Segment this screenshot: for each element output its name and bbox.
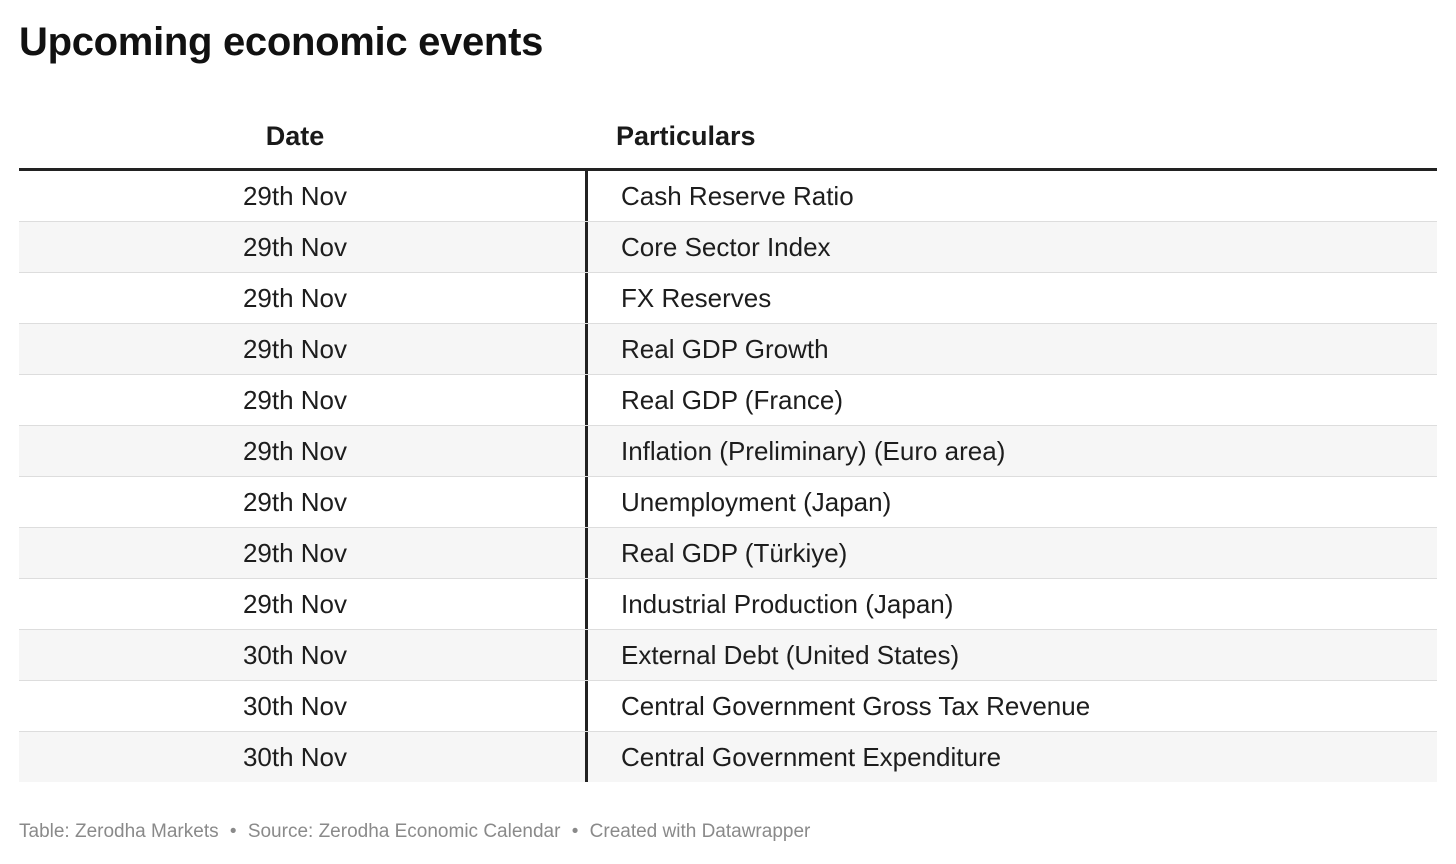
table-body: 29th Nov Cash Reserve Ratio 29th Nov Core S… <box>19 171 1437 782</box>
date-cell: 29th Nov <box>242 538 348 568</box>
table-row: 29th Nov Unemployment (Japan) <box>19 477 1437 528</box>
date-cell: 29th Nov <box>242 436 348 466</box>
footer-separator: • <box>229 821 237 842</box>
table-row: 30th Nov Central Government Expenditure <box>19 732 1437 782</box>
date-cell: 29th Nov <box>242 589 348 619</box>
particulars-cell: Central Government Gross Tax Revenue <box>585 681 1437 731</box>
table-row: 29th Nov Real GDP (Türkiye) <box>19 528 1437 579</box>
date-cell: 29th Nov <box>242 334 348 364</box>
table-row: 29th Nov Real GDP (France) <box>19 375 1437 426</box>
table-row: 29th Nov FX Reserves <box>19 273 1437 324</box>
particulars-cell: Central Government Expenditure <box>585 732 1437 782</box>
footer-table-credit: Table: Zerodha Markets <box>19 821 219 842</box>
table-row: 29th Nov Core Sector Index <box>19 222 1437 273</box>
particulars-cell: Industrial Production (Japan) <box>585 579 1437 629</box>
footer-created-with: Created with Datawrapper <box>589 821 811 842</box>
column-header-particulars: Particulars <box>616 121 756 151</box>
table-row: 30th Nov External Debt (United States) <box>19 630 1437 681</box>
particulars-cell: FX Reserves <box>585 273 1437 323</box>
table-row: 30th Nov Central Government Gross Tax Rev… <box>19 681 1437 732</box>
particulars-cell: Core Sector Index <box>585 222 1437 272</box>
date-cell: 30th Nov <box>242 691 348 721</box>
particulars-cell: Real GDP (Türkiye) <box>585 528 1437 578</box>
table-row: 29th Nov Real GDP Growth <box>19 324 1437 375</box>
footer-source: Source: Zerodha Economic Calendar <box>247 821 561 842</box>
table-row: 29th Nov Industrial Production (Japan) <box>19 579 1437 630</box>
particulars-cell: Real GDP Growth <box>585 324 1437 374</box>
table-title: Upcoming economic events <box>19 20 544 64</box>
particulars-cell: Inflation (Preliminary) (Euro area) <box>585 426 1437 476</box>
footer-separator: • <box>571 821 579 842</box>
date-cell: 29th Nov <box>242 232 348 262</box>
column-header-date: Date <box>265 121 325 151</box>
table-header: Date Particulars <box>19 110 1437 171</box>
table-row: 29th Nov Inflation (Preliminary) (Euro ar… <box>19 426 1437 477</box>
events-table: Date Particulars 29th Nov Cash Reserve Ra… <box>19 110 1437 782</box>
date-cell: 29th Nov <box>242 181 348 211</box>
date-cell: 30th Nov <box>242 742 348 772</box>
table-footer: Table: Zerodha Markets • Source: Zerodha… <box>19 818 810 846</box>
date-cell: 29th Nov <box>242 385 348 415</box>
table-row: 29th Nov Cash Reserve Ratio <box>19 171 1437 222</box>
particulars-cell: Unemployment (Japan) <box>585 477 1437 527</box>
particulars-cell: External Debt (United States) <box>585 630 1437 680</box>
particulars-cell: Real GDP (France) <box>585 375 1437 425</box>
date-cell: 29th Nov <box>242 487 348 517</box>
date-cell: 29th Nov <box>242 283 348 313</box>
particulars-cell: Cash Reserve Ratio <box>585 171 1437 221</box>
date-cell: 30th Nov <box>242 640 348 670</box>
